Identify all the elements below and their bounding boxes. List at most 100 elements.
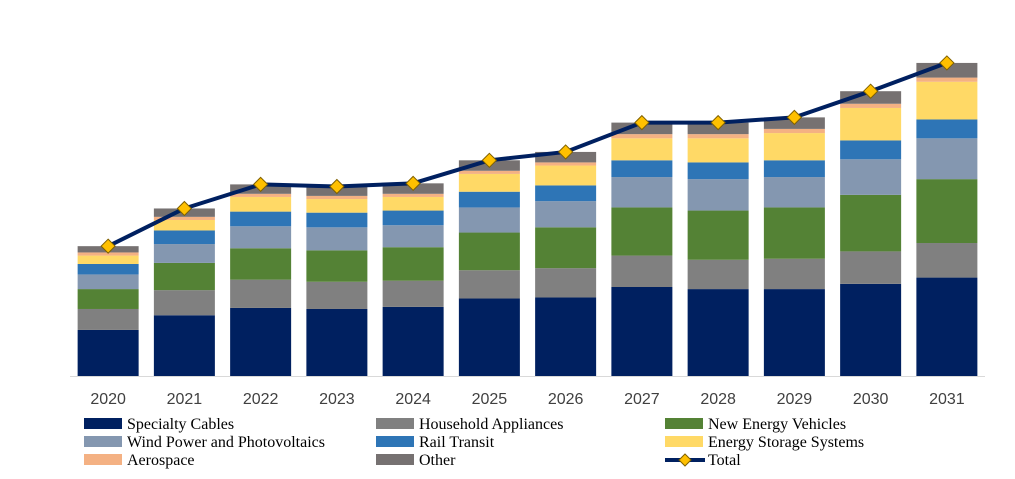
bar-segment-aerospace-2025 bbox=[458, 170, 520, 174]
bar-segment-aerospace-2026 bbox=[535, 162, 597, 166]
legend-label-other: Other bbox=[419, 452, 456, 469]
bar-segment-specialty-cables-2026 bbox=[535, 297, 597, 376]
bar-segment-aerospace-2031 bbox=[916, 77, 978, 82]
bar-segment-wind-power-and-photovoltaics-2024 bbox=[382, 225, 444, 248]
bar-segment-rail-transit-2030 bbox=[840, 140, 902, 160]
total-marker-2023 bbox=[329, 178, 345, 195]
x-tick-label: 2026 bbox=[548, 391, 584, 408]
legend-swatch-aerospace bbox=[84, 454, 122, 465]
bar-segment-new-energy-vehicles-2030 bbox=[840, 194, 902, 252]
bar-segment-wind-power-and-photovoltaics-2025 bbox=[458, 207, 520, 233]
bar-segment-new-energy-vehicles-2020 bbox=[77, 289, 139, 309]
bar-segment-specialty-cables-2031 bbox=[916, 277, 978, 376]
bar-segment-rail-transit-2031 bbox=[916, 119, 978, 139]
x-tick-labels: 2020 2021 2022 2023 2024 2025 2026 2027 2028 2029… bbox=[90, 391, 964, 408]
bar-segment-rail-transit-2022 bbox=[230, 211, 292, 227]
bar-segment-household-appliances-2030 bbox=[840, 251, 902, 284]
bar-segment-specialty-cables-2021 bbox=[153, 315, 215, 376]
bar-segment-new-energy-vehicles-2023 bbox=[306, 250, 368, 282]
bar-segment-specialty-cables-2023 bbox=[306, 308, 368, 376]
legend-label-total: Total bbox=[708, 452, 741, 469]
bar-segment-wind-power-and-photovoltaics-2029 bbox=[763, 177, 825, 208]
bar-segment-rail-transit-2027 bbox=[611, 160, 673, 178]
legend: Specialty Cables Household Appliances New … bbox=[84, 416, 864, 469]
bar-segment-household-appliances-2029 bbox=[763, 258, 825, 290]
total-marker-2021 bbox=[176, 200, 193, 217]
total-marker-2024 bbox=[405, 175, 421, 192]
bar-segment-new-energy-vehicles-2025 bbox=[458, 232, 520, 271]
bar-segment-specialty-cables-2028 bbox=[687, 289, 749, 376]
bar-segment-rail-transit-2024 bbox=[382, 210, 444, 226]
legend-label-wind-power-and-photovoltaics: Wind Power and Photovoltaics bbox=[127, 434, 325, 451]
total-marker-2028 bbox=[710, 114, 726, 131]
bar-segment-rail-transit-2026 bbox=[535, 185, 597, 202]
bar-segment-aerospace-2030 bbox=[840, 103, 902, 108]
bar-segment-rail-transit-2021 bbox=[153, 230, 215, 245]
total-marker-2029 bbox=[786, 109, 803, 126]
bar-segment-energy-storage-systems-2020 bbox=[77, 255, 139, 264]
x-tick-label: 2028 bbox=[700, 391, 736, 408]
legend-swatch-energy-storage-systems bbox=[665, 436, 703, 447]
bar-segment-household-appliances-2021 bbox=[153, 290, 215, 316]
bar-segment-wind-power-and-photovoltaics-2021 bbox=[153, 244, 215, 263]
bar-segment-aerospace-2029 bbox=[763, 128, 825, 134]
total-marker-2026 bbox=[557, 144, 574, 160]
bar-segment-wind-power-and-photovoltaics-2026 bbox=[535, 201, 597, 228]
legend-label-energy-storage-systems: Energy Storage Systems bbox=[708, 434, 864, 451]
x-tick-label: 2021 bbox=[167, 391, 203, 408]
bar-segment-energy-storage-systems-2027 bbox=[611, 138, 673, 161]
bar-segment-new-energy-vehicles-2026 bbox=[535, 227, 597, 269]
legend-swatch-wind-power-and-photovoltaics bbox=[84, 436, 122, 447]
bar-segment-energy-storage-systems-2024 bbox=[382, 196, 444, 211]
bar-segment-household-appliances-2025 bbox=[458, 270, 520, 299]
x-tick-label: 2023 bbox=[319, 391, 355, 408]
bar-segment-energy-storage-systems-2030 bbox=[840, 107, 902, 141]
x-tick-label: 2020 bbox=[90, 391, 126, 408]
x-tick-label: 2030 bbox=[853, 391, 889, 408]
bar-segment-aerospace-2027 bbox=[611, 134, 673, 139]
x-tick-label: 2025 bbox=[472, 391, 508, 408]
legend-label-rail-transit: Rail Transit bbox=[419, 434, 495, 451]
bar-segment-specialty-cables-2025 bbox=[458, 298, 520, 376]
legend-swatch-rail-transit bbox=[376, 436, 414, 447]
legend-swatch-new-energy-vehicles bbox=[665, 418, 703, 429]
bar-segment-energy-storage-systems-2022 bbox=[230, 196, 292, 212]
total-marker-2020 bbox=[100, 238, 116, 254]
bar-segment-new-energy-vehicles-2031 bbox=[916, 179, 978, 244]
bar-segment-wind-power-and-photovoltaics-2030 bbox=[840, 159, 902, 195]
bar-segment-new-energy-vehicles-2028 bbox=[687, 210, 749, 260]
bar-segment-energy-storage-systems-2023 bbox=[306, 199, 368, 213]
legend-swatch-other bbox=[376, 454, 414, 465]
bar-segment-energy-storage-systems-2028 bbox=[687, 138, 749, 163]
legend-swatch-household-appliances bbox=[376, 418, 414, 429]
legend-swatch-specialty-cables bbox=[84, 418, 122, 429]
total-marker-2031 bbox=[939, 55, 955, 71]
bar-segment-aerospace-2022 bbox=[230, 193, 292, 197]
legend-label-specialty-cables: Specialty Cables bbox=[127, 416, 234, 433]
total-line-series bbox=[100, 55, 955, 254]
bar-segment-new-energy-vehicles-2024 bbox=[382, 247, 444, 281]
bar-segment-aerospace-2028 bbox=[687, 134, 749, 139]
legend-marker-total bbox=[678, 453, 692, 467]
legend-label-aerospace: Aerospace bbox=[127, 452, 195, 469]
bar-segment-new-energy-vehicles-2022 bbox=[230, 248, 292, 280]
bar-segment-wind-power-and-photovoltaics-2027 bbox=[611, 177, 673, 208]
bar-segment-energy-storage-systems-2025 bbox=[458, 173, 520, 192]
total-marker-2027 bbox=[634, 114, 650, 131]
bar-segment-household-appliances-2028 bbox=[687, 259, 749, 290]
bar-segment-specialty-cables-2027 bbox=[611, 287, 673, 376]
x-tick-label: 2029 bbox=[777, 391, 813, 408]
bar-segment-rail-transit-2020 bbox=[77, 263, 139, 275]
bar-segment-aerospace-2023 bbox=[306, 195, 368, 200]
bar-segment-aerospace-2020 bbox=[77, 252, 139, 256]
bar-segment-wind-power-and-photovoltaics-2020 bbox=[77, 274, 139, 290]
bar-segment-aerospace-2024 bbox=[382, 193, 444, 197]
bar-segment-household-appliances-2026 bbox=[535, 268, 597, 298]
bar-segment-energy-storage-systems-2031 bbox=[916, 81, 978, 120]
bar-segment-energy-storage-systems-2021 bbox=[153, 219, 215, 231]
total-marker-2025 bbox=[481, 152, 498, 169]
legend-label-new-energy-vehicles: New Energy Vehicles bbox=[708, 416, 846, 433]
bar-segment-household-appliances-2023 bbox=[306, 281, 368, 309]
bar-segment-wind-power-and-photovoltaics-2028 bbox=[687, 179, 749, 211]
